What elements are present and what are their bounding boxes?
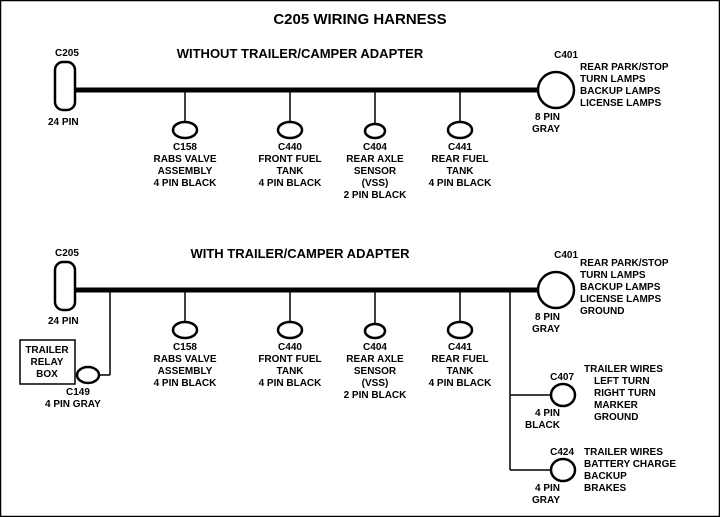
svg-text:REAR AXLE: REAR AXLE: [346, 154, 404, 165]
svg-text:MARKER: MARKER: [594, 400, 639, 411]
svg-text:4 PIN: 4 PIN: [535, 483, 560, 494]
svg-text:FRONT FUEL: FRONT FUEL: [258, 354, 321, 365]
svg-text:2 PIN BLACK: 2 PIN BLACK: [344, 190, 408, 201]
drop-c441-2: C441 REAR FUEL TANK 4 PIN BLACK: [429, 290, 493, 389]
svg-text:LEFT TURN: LEFT TURN: [594, 376, 650, 387]
svg-text:BOX: BOX: [36, 369, 58, 380]
svg-text:REAR FUEL: REAR FUEL: [431, 154, 488, 165]
drop-c158-2: C158 RABS VALVE ASSEMBLY 4 PIN BLACK: [154, 290, 218, 389]
svg-text:4 PIN BLACK: 4 PIN BLACK: [259, 378, 323, 389]
svg-text:2 PIN BLACK: 2 PIN BLACK: [344, 390, 408, 401]
c205-pin-2: 24 PIN: [48, 316, 79, 327]
svg-text:FRONT FUEL: FRONT FUEL: [258, 154, 321, 165]
svg-text:4 PIN BLACK: 4 PIN BLACK: [259, 178, 323, 189]
c205-label-top-1: C205: [55, 48, 79, 59]
c205-label-top-2: C205: [55, 248, 79, 259]
svg-text:C149: C149: [66, 387, 90, 398]
c407-connector: C407 4 PIN BLACK TRAILER WIRES LEFT TURN…: [510, 364, 663, 431]
svg-text:TRAILER WIRES: TRAILER WIRES: [584, 364, 663, 375]
svg-text:TANK: TANK: [276, 166, 304, 177]
svg-text:TRAILER: TRAILER: [25, 345, 69, 356]
drop-c441-1: C441 REAR FUEL TANK 4 PIN BLACK: [429, 90, 493, 189]
svg-text:BACKUP LAMPS: BACKUP LAMPS: [580, 86, 661, 97]
svg-text:4 PIN BLACK: 4 PIN BLACK: [429, 378, 493, 389]
c401-pin2-2: GRAY: [532, 324, 560, 335]
svg-text:4 PIN GRAY: 4 PIN GRAY: [45, 399, 101, 410]
diagram-title: C205 WIRING HARNESS: [273, 11, 446, 28]
svg-text:C404: C404: [363, 342, 387, 353]
svg-text:REAR PARK/STOP: REAR PARK/STOP: [580, 258, 669, 269]
svg-text:REAR AXLE: REAR AXLE: [346, 354, 404, 365]
svg-text:RIGHT TURN: RIGHT TURN: [594, 388, 656, 399]
c401-label-top-2: C401: [554, 250, 578, 261]
svg-text:TRAILER WIRES: TRAILER WIRES: [584, 447, 663, 458]
svg-text:REAR FUEL: REAR FUEL: [431, 354, 488, 365]
c401-desc-2: REAR PARK/STOP TURN LAMPS BACKUP LAMPS L…: [580, 258, 669, 317]
drop-c404-1: C404 REAR AXLE SENSOR (VSS) 2 PIN BLACK: [344, 90, 408, 201]
section-without-adapter: WITHOUT TRAILER/CAMPER ADAPTER C205 24 P…: [48, 46, 669, 201]
svg-text:TANK: TANK: [446, 366, 474, 377]
drop-c404-2: C404 REAR AXLE SENSOR (VSS) 2 PIN BLACK: [344, 290, 408, 401]
svg-text:GROUND: GROUND: [594, 412, 638, 423]
svg-text:4 PIN: 4 PIN: [535, 408, 560, 419]
wiring-diagram: C205 WIRING HARNESS WITHOUT TRAILER/CAMP…: [0, 0, 720, 517]
drop-c440-2: C440 FRONT FUEL TANK 4 PIN BLACK: [258, 290, 322, 389]
c401-label-top-1: C401: [554, 50, 578, 61]
svg-text:BRAKES: BRAKES: [584, 483, 627, 494]
section1-subtitle: WITHOUT TRAILER/CAMPER ADAPTER: [177, 46, 424, 61]
drop-c440-1: C440 FRONT FUEL TANK 4 PIN BLACK: [258, 90, 322, 189]
drop-c158-1: C158 RABS VALVE ASSEMBLY 4 PIN BLACK: [154, 90, 218, 189]
svg-text:BACKUP LAMPS: BACKUP LAMPS: [580, 282, 661, 293]
svg-text:SENSOR: SENSOR: [354, 166, 397, 177]
svg-text:ASSEMBLY: ASSEMBLY: [158, 366, 213, 377]
svg-text:RABS VALVE: RABS VALVE: [154, 354, 217, 365]
svg-text:C404: C404: [363, 142, 387, 153]
svg-text:4 PIN BLACK: 4 PIN BLACK: [154, 378, 218, 389]
svg-text:TANK: TANK: [446, 166, 474, 177]
svg-text:BACKUP: BACKUP: [584, 471, 627, 482]
svg-text:REAR PARK/STOP: REAR PARK/STOP: [580, 62, 669, 73]
svg-text:C158: C158: [173, 142, 197, 153]
svg-text:4 PIN BLACK: 4 PIN BLACK: [429, 178, 493, 189]
svg-text:C440: C440: [278, 342, 302, 353]
svg-text:C407: C407: [550, 372, 574, 383]
svg-text:ASSEMBLY: ASSEMBLY: [158, 166, 213, 177]
svg-text:SENSOR: SENSOR: [354, 366, 397, 377]
svg-text:RABS VALVE: RABS VALVE: [154, 154, 217, 165]
svg-text:GROUND: GROUND: [580, 306, 624, 317]
c401-desc-1: REAR PARK/STOP TURN LAMPS BACKUP LAMPS L…: [580, 62, 669, 109]
svg-text:TURN LAMPS: TURN LAMPS: [580, 270, 646, 281]
c401-connector-1: [538, 72, 574, 108]
c401-pin2-1: GRAY: [532, 124, 560, 135]
svg-text:C441: C441: [448, 342, 472, 353]
c401-connector-2: [538, 272, 574, 308]
svg-text:LICENSE LAMPS: LICENSE LAMPS: [580, 294, 661, 305]
section-with-adapter: WITH TRAILER/CAMPER ADAPTER C205 24 PIN …: [20, 246, 676, 506]
c401-pin1-1: 8 PIN: [535, 112, 560, 123]
svg-text:TURN LAMPS: TURN LAMPS: [580, 74, 646, 85]
svg-text:BATTERY CHARGE: BATTERY CHARGE: [584, 459, 676, 470]
c401-pin1-2: 8 PIN: [535, 312, 560, 323]
svg-text:TANK: TANK: [276, 366, 304, 377]
svg-text:C440: C440: [278, 142, 302, 153]
svg-text:RELAY: RELAY: [31, 357, 64, 368]
svg-text:C441: C441: [448, 142, 472, 153]
svg-text:C424: C424: [550, 447, 574, 458]
svg-text:(VSS): (VSS): [362, 378, 389, 389]
svg-text:GRAY: GRAY: [532, 495, 560, 506]
c205-connector-1: [55, 62, 75, 110]
svg-text:BLACK: BLACK: [525, 420, 561, 431]
c205-pin-1: 24 PIN: [48, 117, 79, 128]
svg-text:C158: C158: [173, 342, 197, 353]
svg-text:LICENSE LAMPS: LICENSE LAMPS: [580, 98, 661, 109]
section2-subtitle: WITH TRAILER/CAMPER ADAPTER: [190, 246, 410, 261]
c424-connector: C424 4 PIN GRAY TRAILER WIRES BATTERY CH…: [510, 447, 676, 506]
svg-text:(VSS): (VSS): [362, 178, 389, 189]
svg-text:4 PIN BLACK: 4 PIN BLACK: [154, 178, 218, 189]
c205-connector-2: [55, 262, 75, 310]
